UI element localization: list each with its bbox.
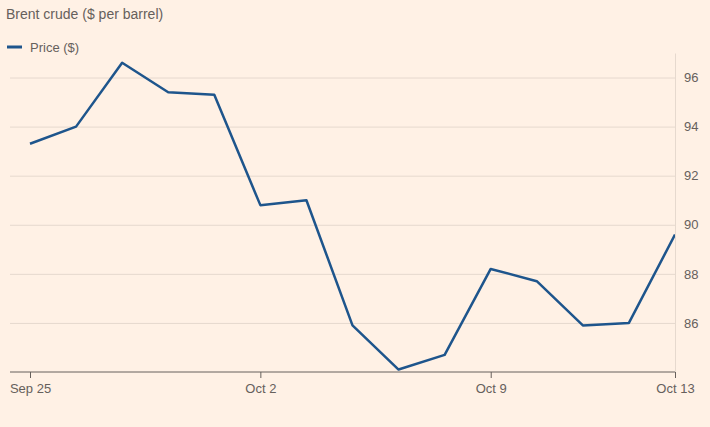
grid-line: [10, 274, 675, 275]
legend-label: Price ($): [30, 40, 79, 55]
y-axis: 86 88 90 92 94 96: [10, 54, 698, 373]
grid-line: [10, 225, 675, 226]
x-axis: Sep 25 Oct 2 Oct 9 Oct 13: [10, 372, 695, 396]
y-tick-label: 90: [684, 217, 698, 232]
y-axis-line: [675, 54, 676, 373]
y-tick-label: 86: [684, 316, 698, 331]
y-tick-label: 96: [684, 70, 698, 85]
x-tick-label: Oct 2: [245, 381, 276, 396]
x-tick-label: Sep 25: [10, 381, 51, 396]
x-tick-mark: [491, 372, 492, 378]
grid-line: [10, 176, 675, 177]
x-tick: Sep 25: [10, 372, 51, 396]
price-line: [30, 63, 675, 370]
y-tick-label: 88: [684, 267, 698, 282]
x-tick-mark: [260, 372, 261, 378]
legend: Price ($): [7, 40, 79, 55]
x-tick-mark: [675, 372, 676, 378]
y-tick: 96: [10, 70, 698, 85]
plot-area: [30, 63, 675, 370]
y-tick: 88: [10, 267, 698, 282]
x-tick: Oct 13: [656, 372, 694, 396]
grid-line: [10, 127, 675, 128]
legend-swatch: [7, 46, 22, 49]
background: [0, 0, 710, 427]
y-tick: 94: [10, 119, 698, 134]
title: Brent crude ($ per barrel): [6, 6, 163, 22]
y-tick-label: 92: [684, 168, 698, 183]
x-tick: Oct 2: [245, 372, 276, 396]
x-tick: Oct 9: [476, 372, 507, 396]
grid-line: [10, 323, 675, 324]
chart: Brent crude ($ per barrel) 86 88 90 92 94 96 Se…: [0, 0, 710, 427]
x-tick-label: Oct 13: [656, 381, 694, 396]
y-tick-label: 94: [684, 119, 698, 134]
x-tick-mark: [30, 372, 31, 378]
x-tick-label: Oct 9: [476, 381, 507, 396]
y-tick: 92: [10, 168, 698, 183]
x-axis-line: [10, 372, 675, 373]
y-tick: 90: [10, 217, 698, 232]
